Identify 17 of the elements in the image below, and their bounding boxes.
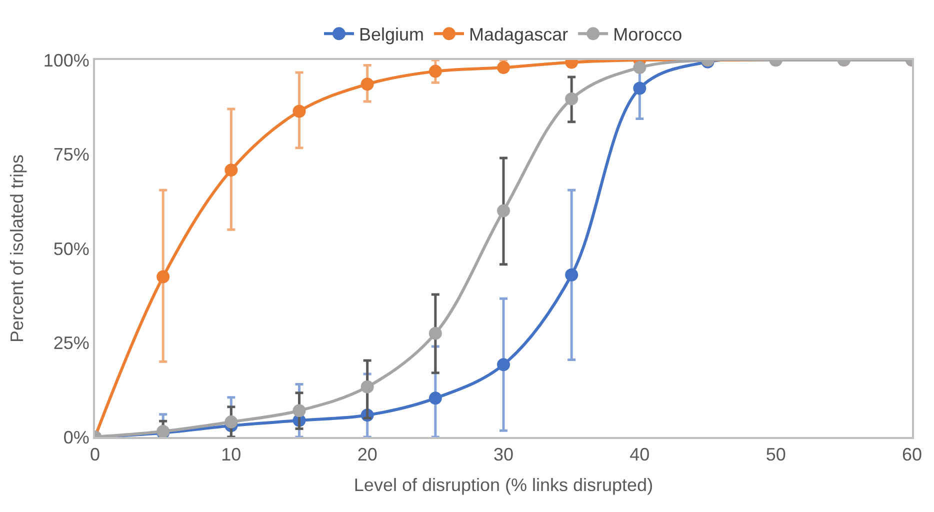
y-tick-label: 0% xyxy=(63,427,90,448)
legend-label: Madagascar xyxy=(469,24,568,45)
x-tick-label: 50 xyxy=(766,444,786,465)
x-tick-label: 0 xyxy=(90,444,100,465)
x-tick-label: 40 xyxy=(630,444,650,465)
legend-label: Belgium xyxy=(359,24,424,45)
y-tick-label: 75% xyxy=(53,144,90,165)
y-axis-title: Percent of isolated trips xyxy=(7,154,28,343)
y-tick-label: 25% xyxy=(53,333,90,354)
x-tick-label: 60 xyxy=(902,444,922,465)
y-tick-label: 50% xyxy=(53,238,90,259)
y-tick-label: 100% xyxy=(43,50,90,70)
x-tick-label: 10 xyxy=(221,444,242,465)
x-tick-label: 30 xyxy=(493,444,514,465)
legend-label: Morocco xyxy=(613,24,682,45)
x-tick-label: 20 xyxy=(357,444,378,465)
x-axis-title: Level of disruption (% links disrupted) xyxy=(354,475,654,496)
